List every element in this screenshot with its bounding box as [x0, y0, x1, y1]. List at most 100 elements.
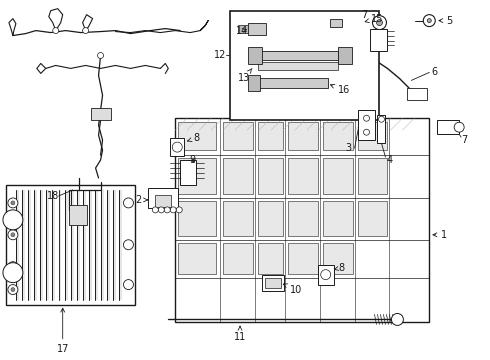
Text: 15: 15 — [365, 14, 384, 24]
Text: 8: 8 — [335, 263, 344, 273]
Circle shape — [164, 207, 171, 213]
Text: 4: 4 — [387, 155, 392, 165]
Circle shape — [321, 270, 331, 280]
Circle shape — [152, 207, 158, 213]
Text: 12: 12 — [214, 50, 226, 60]
Text: 13: 13 — [238, 68, 252, 84]
Bar — [358, 158, 388, 194]
Text: 11: 11 — [234, 326, 246, 342]
Circle shape — [8, 198, 18, 208]
Text: 3: 3 — [345, 143, 352, 153]
Bar — [265, 278, 281, 288]
Bar — [178, 243, 216, 274]
Bar — [223, 201, 253, 236]
Circle shape — [8, 230, 18, 240]
Bar — [223, 158, 253, 194]
Bar — [238, 24, 248, 32]
Text: 2: 2 — [135, 195, 147, 205]
Bar — [258, 243, 283, 274]
Bar — [180, 160, 196, 185]
Bar — [248, 75, 260, 91]
Text: 10: 10 — [283, 284, 302, 294]
Bar — [369, 28, 388, 50]
Bar — [171, 138, 184, 156]
Circle shape — [376, 20, 383, 26]
Bar — [358, 110, 375, 140]
Bar — [258, 122, 283, 150]
Text: 16: 16 — [331, 85, 350, 95]
Circle shape — [11, 201, 15, 205]
Text: 6: 6 — [431, 67, 438, 77]
Circle shape — [3, 210, 23, 230]
Circle shape — [123, 280, 133, 289]
Bar — [178, 122, 216, 150]
Bar — [178, 158, 216, 194]
Bar — [178, 201, 216, 236]
Bar — [223, 122, 253, 150]
Circle shape — [8, 285, 18, 294]
Bar — [155, 195, 172, 207]
Text: 7: 7 — [461, 135, 467, 145]
Circle shape — [364, 115, 369, 121]
Bar — [288, 122, 318, 150]
Bar — [258, 62, 338, 71]
Bar — [437, 120, 459, 134]
Circle shape — [372, 15, 387, 30]
Bar — [288, 158, 318, 194]
Circle shape — [11, 288, 15, 292]
Bar — [148, 188, 178, 208]
Bar — [330, 19, 342, 27]
Circle shape — [8, 262, 18, 272]
Text: 1: 1 — [433, 230, 447, 240]
Circle shape — [158, 207, 164, 213]
Bar — [318, 265, 334, 285]
Bar — [288, 243, 318, 274]
Bar — [358, 201, 388, 236]
Text: 18: 18 — [47, 191, 59, 201]
Bar — [262, 275, 284, 291]
Circle shape — [83, 28, 89, 33]
Bar — [323, 243, 353, 274]
Bar — [323, 122, 353, 150]
Bar — [69, 205, 87, 225]
Text: 9: 9 — [189, 155, 196, 165]
Bar — [377, 115, 386, 143]
Bar — [258, 201, 283, 236]
Circle shape — [11, 265, 15, 269]
Text: 5: 5 — [439, 15, 452, 26]
Bar — [258, 50, 338, 60]
Circle shape — [392, 314, 403, 325]
Bar — [358, 122, 388, 150]
Bar — [323, 158, 353, 194]
Circle shape — [123, 198, 133, 208]
Bar — [407, 88, 427, 100]
Circle shape — [454, 122, 464, 132]
Circle shape — [427, 19, 431, 23]
Text: 7: 7 — [362, 10, 368, 20]
Bar — [258, 158, 283, 194]
Text: 17: 17 — [56, 308, 69, 354]
Circle shape — [176, 207, 182, 213]
Bar — [248, 23, 266, 35]
Circle shape — [98, 53, 103, 58]
Bar — [338, 46, 352, 64]
Bar — [6, 185, 135, 305]
Circle shape — [123, 240, 133, 250]
Bar — [258, 78, 328, 88]
Bar — [175, 118, 429, 323]
Bar — [323, 201, 353, 236]
Circle shape — [53, 28, 59, 33]
Bar — [248, 46, 262, 64]
Circle shape — [378, 116, 385, 122]
Bar — [288, 201, 318, 236]
Circle shape — [172, 142, 182, 152]
Circle shape — [11, 233, 15, 237]
Bar — [91, 108, 111, 120]
Text: 14: 14 — [236, 26, 248, 36]
Bar — [230, 11, 379, 120]
Circle shape — [171, 207, 176, 213]
Bar — [223, 243, 253, 274]
Text: 8: 8 — [188, 133, 199, 143]
Circle shape — [364, 129, 369, 135]
Circle shape — [3, 263, 23, 283]
